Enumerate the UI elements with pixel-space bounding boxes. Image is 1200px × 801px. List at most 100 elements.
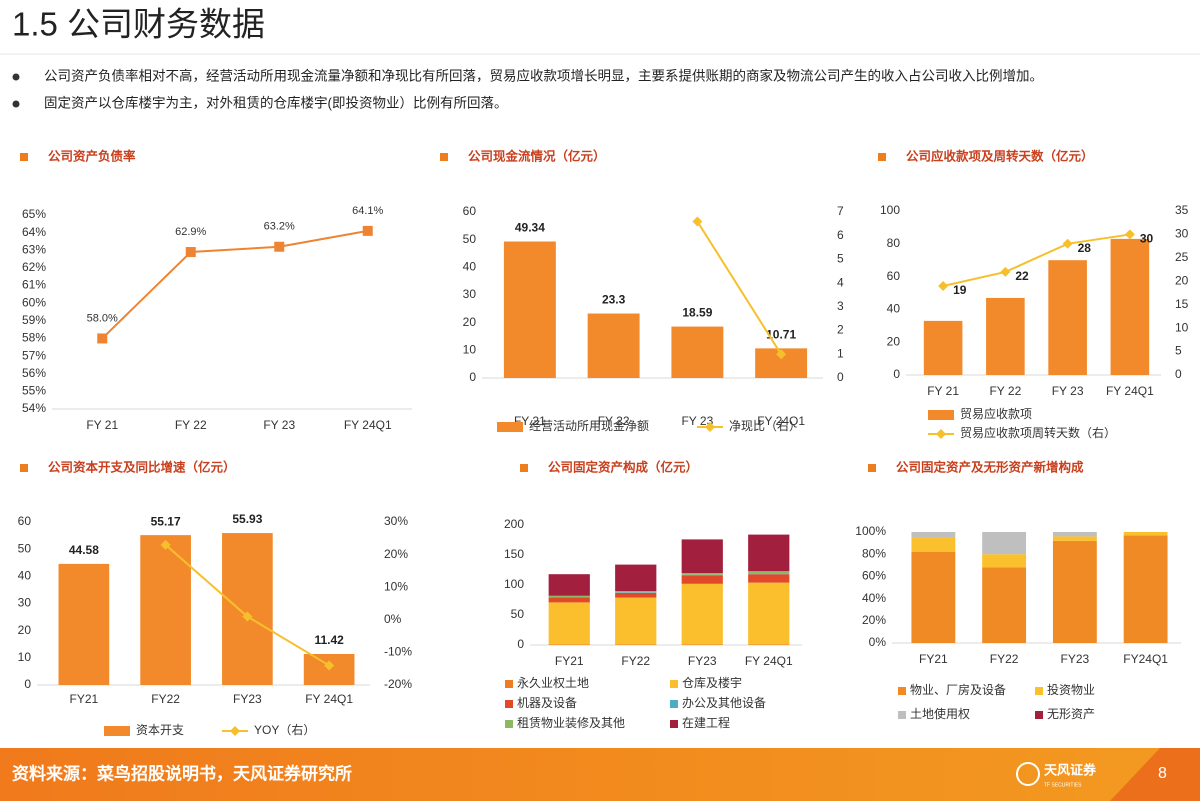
legend-label: 贸易应收款项周转天数（右） <box>960 425 1116 440</box>
bar-segment <box>748 534 790 572</box>
y-tick-label: 63% <box>22 242 46 256</box>
x-tick-label: FY 23 <box>263 418 295 432</box>
x-tick-label: FY 24Q1 <box>757 414 805 428</box>
y-tick-label: 150 <box>504 547 524 561</box>
chart-title: 公司资本开支及同比增速（亿元） <box>48 459 236 474</box>
x-tick-label: FY 21 <box>927 384 959 398</box>
legend-swatch <box>505 700 513 708</box>
bar-segment <box>681 574 723 576</box>
chart-title: 公司固定资产构成（亿元） <box>548 459 698 474</box>
x-tick-label: FY23 <box>233 692 262 706</box>
y-tick-label: 54% <box>22 401 46 415</box>
legend-label: 仓库及楼宇 <box>682 675 742 690</box>
legend-label: YOY（右） <box>254 722 315 737</box>
bar-segment <box>548 574 590 596</box>
page-number: 8 <box>1158 765 1167 782</box>
legend-label: 物业、厂房及设备 <box>910 682 1006 697</box>
y-tick-label: 60% <box>862 569 886 583</box>
bar-segment <box>548 644 590 645</box>
marker <box>97 333 108 344</box>
data-label: 11.42 <box>314 633 344 647</box>
bar-segment <box>1123 532 1168 536</box>
title-bullet <box>868 464 876 472</box>
bar-segment <box>748 574 790 583</box>
y2-tick-label: 7 <box>837 204 844 218</box>
bar-segment <box>1123 535 1168 643</box>
line <box>942 233 1131 287</box>
marker <box>1124 229 1135 240</box>
x-tick-label: FY 23 <box>1052 384 1084 398</box>
x-tick-label: FY22 <box>151 692 180 706</box>
marker <box>324 660 335 671</box>
y-tick-label: 100 <box>880 203 900 217</box>
bar-segment <box>911 551 956 643</box>
bar-segment <box>748 571 790 574</box>
footer-bar <box>0 748 1200 801</box>
y2-tick-label: 10% <box>384 579 408 593</box>
y-tick-label: 62% <box>22 260 46 274</box>
legend-label: 租赁物业装修及其他 <box>517 715 625 730</box>
bar <box>1110 238 1150 375</box>
legend-swatch <box>928 410 954 420</box>
y-tick-label: 59% <box>22 313 46 327</box>
y-tick-label: 80% <box>862 546 886 560</box>
bar <box>222 533 273 685</box>
legend-marker <box>705 422 715 432</box>
y2-tick-label: 5 <box>837 252 844 266</box>
charts: 公司资产负债率54%55%56%57%58%59%60%61%62%63%64%… <box>18 148 1189 737</box>
y-tick-label: 0 <box>893 367 900 381</box>
data-label: 18.59 <box>682 306 712 320</box>
y-tick-label: 20 <box>18 623 32 637</box>
y-tick-label: 58% <box>22 331 46 345</box>
y-tick-label: 64% <box>22 225 46 239</box>
bar-segment <box>1052 532 1097 537</box>
legend-marker <box>936 429 946 439</box>
y2-tick-label: 0 <box>837 370 844 384</box>
data-label: 44.58 <box>69 543 99 557</box>
marker <box>242 611 253 622</box>
x-tick-label: FY 24Q1 <box>1106 384 1154 398</box>
bar-segment <box>911 537 956 552</box>
bullet-text: 固定资产以仓库楼宇为主，对外租赁的仓库楼宇(即投资物业）比例有所回落。 <box>44 96 508 111</box>
bar <box>986 297 1025 375</box>
legend-label: 在建工程 <box>682 715 730 730</box>
line <box>696 220 782 355</box>
y-tick-label: 40 <box>463 260 477 274</box>
legend-label: 永久业权土地 <box>517 676 589 690</box>
title-bullet <box>20 153 28 161</box>
bar-segment <box>681 573 723 575</box>
y-tick-label: 65% <box>22 207 46 221</box>
y-tick-label: 0 <box>517 637 524 651</box>
y2-tick-label: 4 <box>837 275 844 289</box>
legend-swatch <box>1035 711 1043 719</box>
y-tick-label: 20% <box>862 613 886 627</box>
x-tick-label: FY 24Q1 <box>305 692 353 706</box>
data-label: 58.0% <box>87 312 118 324</box>
x-tick-label: FY23 <box>1061 652 1090 666</box>
y-tick-label: 20 <box>887 334 901 348</box>
data-label: 30 <box>1140 232 1154 246</box>
x-tick-label: FY 24Q1 <box>745 654 793 668</box>
legend-label: 办公及其他设备 <box>682 695 766 710</box>
y-tick-label: 0% <box>869 635 887 649</box>
y2-tick-label: 20% <box>384 547 408 561</box>
legend-label: 投资物业 <box>1047 682 1095 697</box>
y-tick-label: 100 <box>504 577 524 591</box>
bar-segment <box>748 582 790 645</box>
chart-title: 公司现金流情况（亿元） <box>468 148 606 163</box>
bar-segment <box>615 564 657 591</box>
logo-text: 天风证券 <box>1044 762 1097 777</box>
x-tick-label: FY22 <box>621 654 650 668</box>
bar <box>58 563 110 685</box>
y-tick-label: 56% <box>22 366 46 380</box>
bar-segment <box>911 532 956 538</box>
bar <box>923 320 963 375</box>
legend-label: 经营活动所用现金净额 <box>529 418 649 433</box>
y-tick-label: 60% <box>22 295 46 309</box>
x-tick-label: FY21 <box>919 652 948 666</box>
x-tick-label: FY21 <box>70 692 99 706</box>
legend-label: 无形资产 <box>1047 707 1095 721</box>
data-label: 19 <box>953 283 967 297</box>
